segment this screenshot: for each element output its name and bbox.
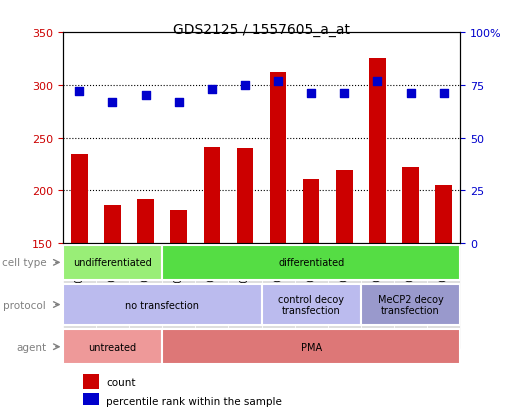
Point — [75, 89, 84, 95]
FancyBboxPatch shape — [63, 330, 162, 364]
Text: percentile rank within the sample: percentile rank within the sample — [107, 396, 282, 406]
Point — [208, 87, 216, 93]
FancyBboxPatch shape — [229, 243, 262, 349]
Text: untreated: untreated — [88, 342, 137, 352]
Point — [108, 99, 117, 106]
FancyBboxPatch shape — [162, 330, 460, 364]
Bar — [137, 199, 154, 243]
Text: agent: agent — [16, 342, 46, 352]
Bar — [336, 171, 353, 243]
FancyBboxPatch shape — [162, 243, 195, 349]
Bar — [71, 155, 87, 243]
Bar — [203, 148, 220, 243]
Bar — [369, 59, 385, 243]
FancyBboxPatch shape — [394, 243, 427, 349]
FancyBboxPatch shape — [262, 243, 294, 349]
FancyBboxPatch shape — [361, 243, 394, 349]
FancyBboxPatch shape — [328, 243, 361, 349]
Text: count: count — [107, 377, 136, 387]
FancyBboxPatch shape — [361, 284, 460, 325]
FancyBboxPatch shape — [162, 245, 460, 280]
Point — [141, 93, 150, 100]
Point — [274, 78, 282, 85]
Point — [241, 82, 249, 89]
Text: PMA: PMA — [301, 342, 322, 352]
Text: protocol: protocol — [4, 300, 46, 310]
Point — [406, 91, 415, 97]
Bar — [83, 393, 98, 408]
FancyBboxPatch shape — [262, 284, 361, 325]
Text: MeCP2 decoy
transfection: MeCP2 decoy transfection — [378, 294, 444, 316]
Point — [175, 99, 183, 106]
Text: GDS2125 / 1557605_a_at: GDS2125 / 1557605_a_at — [173, 23, 350, 37]
Bar — [402, 168, 419, 243]
Bar — [83, 374, 98, 389]
Point — [340, 91, 348, 97]
Bar — [170, 211, 187, 243]
FancyBboxPatch shape — [294, 243, 328, 349]
Text: differentiated: differentiated — [278, 258, 344, 268]
FancyBboxPatch shape — [195, 243, 229, 349]
Text: undifferentiated: undifferentiated — [73, 258, 152, 268]
Point — [307, 91, 315, 97]
FancyBboxPatch shape — [63, 284, 262, 325]
Bar — [270, 73, 287, 243]
Bar — [303, 179, 320, 243]
Bar — [236, 149, 253, 243]
FancyBboxPatch shape — [96, 243, 129, 349]
Bar — [104, 206, 121, 243]
Text: cell type: cell type — [2, 258, 46, 268]
FancyBboxPatch shape — [63, 245, 162, 280]
FancyBboxPatch shape — [129, 243, 162, 349]
Text: no transfection: no transfection — [125, 300, 199, 310]
Text: control decoy
transfection: control decoy transfection — [278, 294, 344, 316]
FancyBboxPatch shape — [63, 243, 96, 349]
Point — [373, 78, 382, 85]
Point — [439, 91, 448, 97]
Bar — [435, 185, 452, 243]
FancyBboxPatch shape — [427, 243, 460, 349]
